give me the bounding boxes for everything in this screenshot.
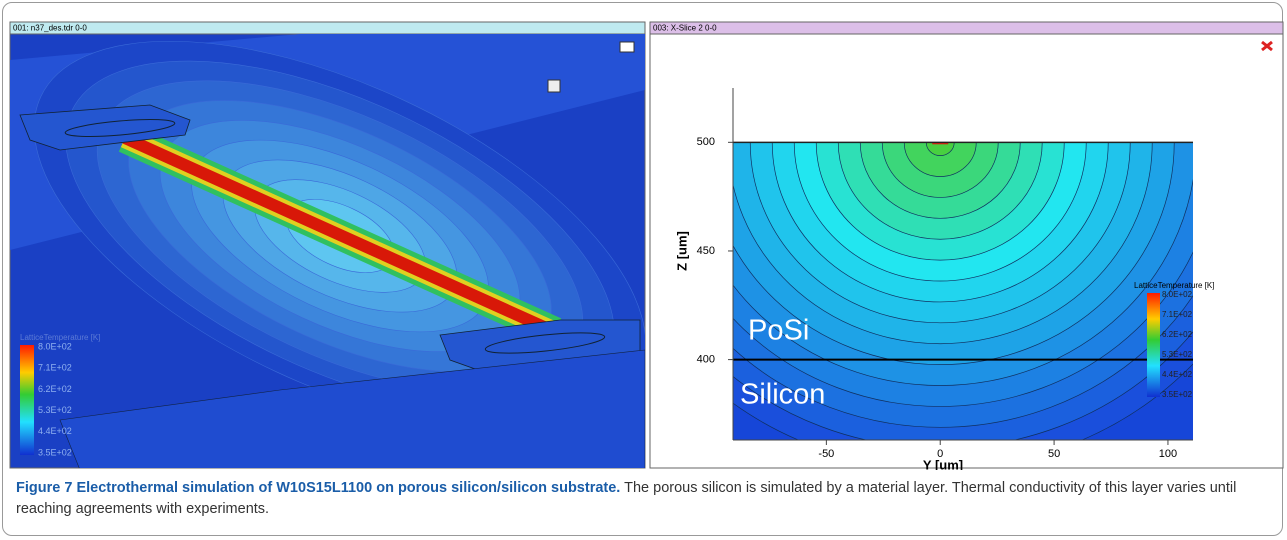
legend-bar	[1147, 293, 1160, 397]
left-header-bar	[10, 22, 645, 34]
left-legend-bar	[20, 345, 34, 455]
x-tick-label: 100	[1159, 448, 1177, 460]
legend-title: LatticeTemperature [K]	[1134, 281, 1214, 290]
y-tick-label: 450	[697, 245, 715, 257]
caption-title: Electrothermal simulation of W10S15L1100…	[76, 480, 620, 496]
region-label: PoSi	[748, 314, 809, 346]
right-header: 003: X-Slice 2 0-0	[653, 24, 717, 33]
figure: 001: n37_des.tdr 0-0 LatticeTemperature …	[0, 0, 1287, 470]
caption-label: Figure 7	[16, 480, 72, 496]
caption: Figure 7 Electrothermal simulation of W1…	[16, 478, 1271, 520]
legend-label: 5.3E+02	[1162, 350, 1193, 359]
left-header: 001: n37_des.tdr 0-0	[13, 24, 87, 33]
legend-label: 3.5E+02	[38, 447, 72, 457]
legend-label: 4.4E+02	[1162, 370, 1193, 379]
legend-label: 7.1E+02	[1162, 310, 1193, 319]
x-axis-label: Y [um]	[923, 457, 963, 470]
x-tick-label: -50	[818, 448, 834, 460]
y-axis-label: Z [um]	[674, 231, 689, 271]
axis-cube	[548, 80, 560, 92]
legend-label: 5.3E+02	[38, 405, 72, 415]
y-tick-label: 500	[697, 136, 715, 148]
legend-label: 8.0E+02	[1162, 290, 1193, 299]
legend-label: 4.4E+02	[38, 426, 72, 436]
right-header-bar	[650, 22, 1283, 34]
legend-label: 6.2E+02	[38, 384, 72, 394]
region-label: Silicon	[740, 378, 825, 410]
x-tick-label: 50	[1048, 448, 1060, 460]
legend-label: 7.1E+02	[38, 363, 72, 373]
legend-label: 8.0E+02	[38, 341, 72, 351]
y-tick-label: 400	[697, 354, 715, 366]
legend-label: 3.5E+02	[1162, 390, 1193, 399]
view-icon	[620, 42, 634, 52]
legend-label: 6.2E+02	[1162, 330, 1193, 339]
